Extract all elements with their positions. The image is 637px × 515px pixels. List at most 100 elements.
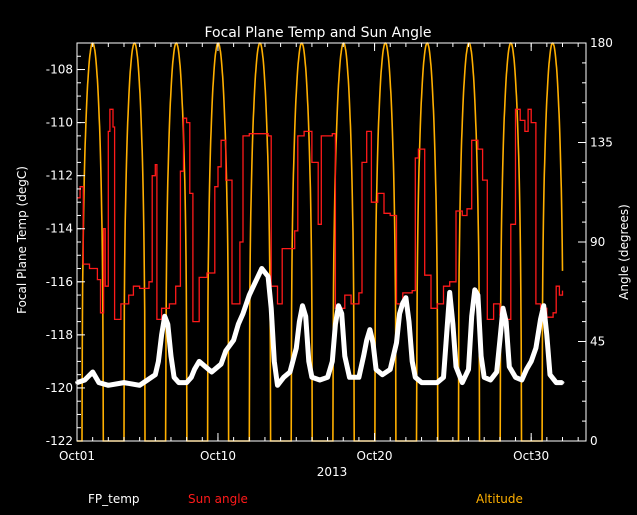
fp-temp-point-21	[209, 370, 214, 375]
fp-temp-point-34	[281, 375, 286, 380]
fp-temp-point-11	[162, 314, 167, 319]
fp-temp-point-15	[176, 380, 181, 385]
fp-temp-point-20	[203, 364, 208, 369]
fp-temp-point-13	[168, 354, 173, 359]
fp-temp-point-74	[469, 314, 474, 319]
fp-temp-point-17	[189, 375, 194, 380]
fp-temp-point-83	[504, 319, 509, 324]
fp-temp-point-57	[388, 367, 393, 372]
fp-temp-point-38	[300, 303, 305, 308]
fp-temp-point-24	[231, 338, 236, 343]
y-left-tick-label: -114	[46, 222, 73, 236]
fp-temp-point-32	[272, 359, 277, 364]
fp-temp-point-54	[371, 340, 376, 345]
fp-temp-point-76	[475, 293, 480, 298]
fp-temp-point-49	[347, 375, 352, 380]
fp-temp-point-95	[560, 380, 565, 385]
fp-temp-point-93	[547, 372, 552, 377]
fp-temp-point-79	[488, 377, 493, 382]
fp-temp-point-28	[253, 279, 258, 284]
fp-temp-point-1	[82, 377, 87, 382]
fp-temp-point-25	[236, 322, 241, 327]
series-layer	[75, 42, 565, 442]
fp-temp-point-61	[403, 295, 408, 300]
fp-temp-point-23	[223, 348, 228, 353]
axes-layer: -108 -110 -112 -114 -116 -118 -120 -122 180 135 90…	[46, 36, 613, 463]
y-right-tick-label: 135	[590, 136, 613, 150]
fp-temp-point-72	[460, 380, 465, 385]
fp-temp-point-70	[450, 322, 455, 327]
legend-altitude: Altitude	[476, 492, 523, 506]
series-sun-angle-line	[77, 108, 564, 323]
x-axis-label: 2013	[317, 465, 348, 479]
fp-temp-point-48	[342, 354, 347, 359]
fp-temp-point-3	[96, 380, 101, 385]
fp-temp-point-53	[367, 327, 372, 332]
fp-temp-point-86	[519, 377, 524, 382]
y-left-tick-label: -120	[46, 381, 73, 395]
fp-temp-point-94	[554, 380, 559, 385]
fp-temp-point-22	[219, 362, 224, 367]
y-right-tick-label: 45	[590, 335, 605, 349]
fp-temp-point-2	[90, 370, 95, 375]
fp-temp-point-67	[441, 375, 446, 380]
fp-temp-point-14	[172, 375, 177, 380]
fp-temp-point-5	[121, 380, 126, 385]
fp-temp-point-40	[306, 359, 311, 364]
fp-temp-point-41	[309, 375, 314, 380]
fp-temp-point-51	[361, 354, 366, 359]
fp-temp-point-56	[380, 372, 385, 377]
x-tick-label: Oct01	[59, 449, 95, 463]
fp-temp-point-88	[529, 359, 534, 364]
y-right-tick-label: 0	[590, 434, 598, 448]
fp-temp-point-78	[482, 375, 487, 380]
fp-temp-point-80	[494, 370, 499, 375]
plot-frame	[76, 42, 587, 442]
fp-temp-point-55	[374, 367, 379, 372]
y-left-tick-label: -116	[46, 275, 73, 289]
x-tick-label: Oct30	[513, 449, 549, 463]
fp-temp-point-73	[466, 367, 471, 372]
fp-temp-point-46	[336, 303, 341, 308]
fp-temp-point-37	[297, 319, 302, 324]
fp-temp-point-52	[364, 338, 369, 343]
fp-temp-point-77	[479, 354, 484, 359]
fp-temp-point-19	[197, 359, 202, 364]
fp-temp-point-27	[247, 293, 252, 298]
fp-temp-point-75	[472, 287, 477, 292]
y-axis-right-label: Angle (degrees)	[617, 204, 631, 300]
fp-temp-point-64	[413, 375, 418, 380]
fp-temp-point-87	[524, 367, 529, 372]
fp-temp-point-26	[241, 311, 246, 316]
x-tick-label: Oct10	[200, 449, 236, 463]
y-left-tick-label: -122	[46, 434, 73, 448]
fp-temp-point-35	[287, 370, 292, 375]
fp-temp-point-43	[325, 375, 330, 380]
y-left-tick-label: -112	[46, 169, 73, 183]
y-left-tick-label: -118	[46, 328, 73, 342]
fp-temp-point-44	[330, 359, 335, 364]
fp-temp-point-6	[137, 383, 142, 388]
legend-fp-temp: FP_temp	[88, 492, 140, 506]
fp-temp-point-30	[266, 274, 271, 279]
fp-temp-point-50	[356, 375, 361, 380]
fp-temp-point-82	[500, 306, 505, 311]
fp-temp-point-16	[184, 380, 189, 385]
fp-temp-point-62	[407, 319, 412, 324]
fp-temp-point-92	[544, 332, 549, 337]
fp-temp-point-8	[153, 372, 158, 377]
fp-temp-point-60	[400, 301, 405, 306]
fp-temp-point-81	[497, 338, 502, 343]
series-fp-temp-line	[76, 266, 563, 388]
fp-temp-point-85	[513, 375, 518, 380]
fp-temp-point-10	[159, 332, 164, 337]
fp-temp-point-7	[145, 377, 150, 382]
fp-temp-point-69	[447, 290, 452, 295]
fp-temp-point-45	[333, 322, 338, 327]
fp-temp-point-89	[533, 346, 538, 351]
fp-temp-point-47	[339, 311, 344, 316]
fp-temp-point-33	[275, 383, 280, 388]
fp-temp-point-39	[303, 314, 308, 319]
fp-temp-point-18	[192, 367, 197, 372]
y-right-tick-label: 90	[590, 235, 605, 249]
